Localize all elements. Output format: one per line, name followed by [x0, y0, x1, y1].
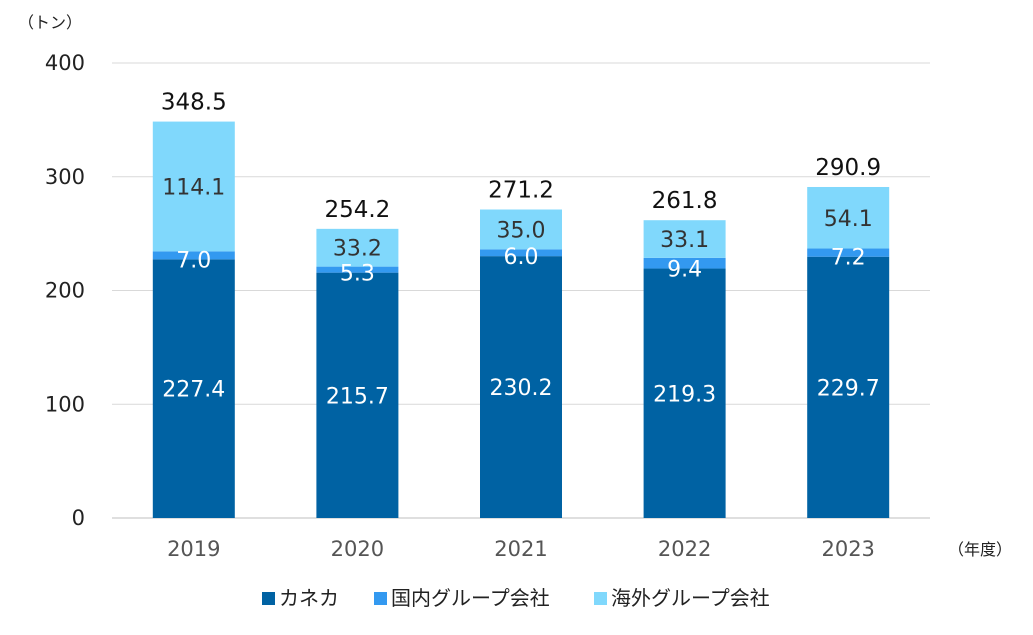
- bar-segment: [643, 268, 726, 518]
- bar-segment: [480, 256, 562, 518]
- total-label: 261.8: [652, 188, 718, 214]
- y-tick-label: 100: [45, 392, 85, 416]
- data-label: 35.0: [497, 218, 546, 243]
- data-label: 5.3: [340, 262, 375, 287]
- y-axis-unit: （トン）: [18, 13, 82, 32]
- data-label: 227.4: [162, 378, 225, 403]
- x-tick-label: 2020: [331, 537, 384, 561]
- bar-stack: 215.7 5.333.2 254.2: [316, 197, 399, 518]
- total-label: 348.5: [161, 90, 227, 116]
- legend-item: 海外グループ会社: [594, 586, 770, 610]
- bar-segment: [807, 256, 890, 518]
- data-label: 54.1: [824, 207, 873, 232]
- legend-swatch: [374, 592, 387, 605]
- legend-swatch: [262, 592, 275, 605]
- y-axis-ticks: 0 100 200 300 400: [45, 51, 85, 530]
- bar-segment: [643, 220, 726, 258]
- total-label: 254.2: [324, 197, 390, 223]
- bar-segment: [152, 259, 235, 518]
- data-label: 7.0: [176, 248, 211, 273]
- data-label: 9.4: [667, 258, 702, 283]
- data-label: 33.2: [333, 237, 382, 262]
- data-label: 114.1: [162, 175, 225, 200]
- bar-segment: [480, 209, 562, 250]
- data-label: 6.0: [504, 245, 539, 270]
- legend: カネカ 国内グループ会社 海外グループ会社: [262, 586, 770, 610]
- data-label: 230.2: [490, 376, 553, 401]
- data-label: 215.7: [326, 384, 389, 409]
- bar-stack: 230.2 6.035.0 271.2: [480, 178, 562, 518]
- legend-label: カネカ: [279, 586, 339, 610]
- total-label: 271.2: [488, 178, 554, 204]
- legend-item: カネカ: [262, 586, 339, 610]
- bar-segment: [643, 257, 726, 269]
- data-label: 7.2: [831, 246, 866, 271]
- y-tick-label: 200: [45, 279, 85, 303]
- x-tick-label: 2022: [658, 537, 711, 561]
- legend-label: 海外グループ会社: [611, 586, 770, 610]
- y-tick-label: 300: [45, 165, 85, 189]
- bar-segment: [152, 251, 235, 260]
- data-label: 229.7: [817, 376, 880, 401]
- bar-segment: [152, 121, 235, 252]
- bar-stack: 227.4 7.0 114.1 348.5: [152, 90, 235, 518]
- bar-segment: [807, 248, 890, 257]
- bar-stack: 219.3 9.4 33.1 261.8: [643, 188, 726, 518]
- bars: 227.4 7.0 114.1 348.5 215.7 5.333.2 254.2 230.2…: [152, 90, 890, 518]
- y-tick-label: 0: [72, 506, 85, 530]
- x-tick-label: 2021: [494, 537, 547, 561]
- bar-segment: [480, 249, 562, 257]
- bar-stack: 229.7 7.2 54.1 290.9: [807, 155, 890, 518]
- x-tick-label: 2019: [167, 537, 220, 561]
- x-axis-unit: （年度）: [948, 540, 1012, 559]
- bar-segment: [316, 228, 399, 267]
- x-tick-label: 2023: [821, 537, 874, 561]
- data-label: 219.3: [653, 382, 716, 407]
- legend-item: 国内グループ会社: [374, 586, 550, 610]
- legend-swatch: [594, 592, 607, 605]
- legend-label: 国内グループ会社: [391, 586, 550, 610]
- y-tick-label: 400: [45, 51, 85, 75]
- bar-segment: [807, 186, 890, 249]
- bar-segment: [316, 272, 399, 518]
- data-label: 33.1: [660, 228, 709, 253]
- bar-segment: [316, 266, 399, 273]
- total-label: 290.9: [815, 155, 881, 181]
- x-axis-ticks: 2019 2020 2021 2022 2023: [167, 537, 875, 561]
